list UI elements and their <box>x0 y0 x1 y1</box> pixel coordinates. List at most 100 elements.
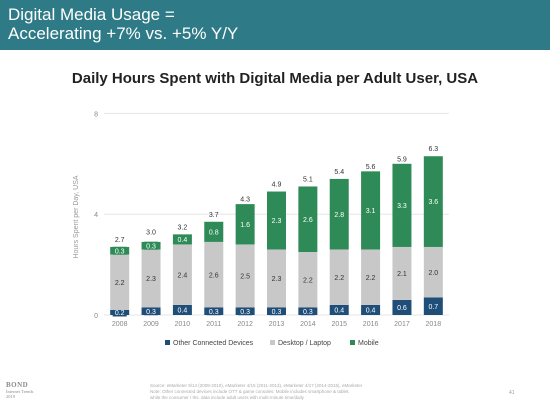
data-label: 0.4 <box>178 308 188 315</box>
bar-segment <box>110 254 130 310</box>
total-label: 3.0 <box>146 229 156 236</box>
data-label: 2.1 <box>397 271 407 278</box>
data-label: 0.6 <box>397 305 407 312</box>
x-tick-label: 2012 <box>237 321 253 328</box>
total-label: 6.3 <box>428 146 438 153</box>
y-tick-label: 8 <box>94 111 98 118</box>
bond-logo: BOND Internet Trends 2019 <box>6 381 66 399</box>
data-label: 0.3 <box>303 309 313 316</box>
legend-label: Mobile <box>358 340 379 347</box>
bar-segment <box>329 249 349 305</box>
legend-swatch <box>350 340 355 345</box>
slide-title-line-1: Digital Media Usage = <box>8 5 175 24</box>
data-label-box <box>238 307 253 316</box>
x-tick-label: 2013 <box>269 321 285 328</box>
data-label: 0.3 <box>146 309 156 316</box>
x-tick-label: 2009 <box>143 321 159 328</box>
stacked-bar-chart: 0 4 8 Hours Spent per Day, USA 0.2 2.2 0.3 2.7 2… <box>73 111 449 347</box>
y-axis-label: Hours Spent per Day, USA <box>73 175 80 258</box>
total-label: 5.1 <box>303 176 313 183</box>
bar-segment <box>298 252 318 308</box>
data-label: 0.2 <box>115 310 125 317</box>
data-label-box <box>269 216 284 225</box>
slide-title-line-2: Accelerating +7% vs. +5% Y/Y <box>8 24 239 43</box>
data-label: 0.3 <box>209 309 219 316</box>
x-tick-label: 2008 <box>112 321 128 328</box>
total-label: 5.6 <box>366 164 376 171</box>
data-label: 1.6 <box>240 222 250 229</box>
logo-line-2: Internet Trends <box>6 389 34 394</box>
data-label-box <box>394 201 409 210</box>
x-tick-label: 2016 <box>363 321 379 328</box>
x-tick-label: 2010 <box>175 321 191 328</box>
data-label-box <box>426 302 441 311</box>
x-tick-label: 2015 <box>331 321 347 328</box>
legend-label: Desktop / Laptop <box>278 340 331 347</box>
x-tick-label: 2011 <box>206 321 221 328</box>
data-label-box <box>269 307 284 316</box>
legend-swatch <box>270 340 275 345</box>
legend-label: Other Connected Devices <box>173 340 254 347</box>
data-label-box <box>112 308 127 317</box>
source-line-3: while the consumer / ths. data include a… <box>150 395 304 400</box>
bar-segment <box>235 244 255 308</box>
data-label: 2.5 <box>240 274 250 281</box>
bar-segment <box>141 249 161 308</box>
data-label: 2.3 <box>272 276 282 283</box>
data-label: 0.4 <box>366 308 376 315</box>
data-label-box <box>175 305 190 314</box>
source-line-1: Source: eMarketer 9/14 (2008-2010), eMar… <box>150 383 363 388</box>
data-label: 2.2 <box>115 280 125 287</box>
total-label: 2.7 <box>115 237 125 244</box>
data-label-box <box>332 305 347 314</box>
data-label-box <box>363 206 378 215</box>
data-label-box <box>426 197 441 206</box>
bar-segment <box>361 249 381 305</box>
data-label: 2.6 <box>303 217 313 224</box>
data-label-box <box>175 235 190 244</box>
data-label-box <box>112 246 127 255</box>
data-label: 2.8 <box>334 212 344 219</box>
total-label: 4.3 <box>240 197 250 204</box>
y-tick-label: 0 <box>94 313 98 320</box>
slide-header: Digital Media Usage = Accelerating +7% v… <box>0 0 550 50</box>
logo-line-1: BOND <box>6 381 29 389</box>
data-label-box <box>332 210 347 219</box>
data-label-box <box>144 307 159 316</box>
total-label: 3.7 <box>209 212 219 219</box>
data-label: 2.0 <box>428 270 438 277</box>
total-label: 4.9 <box>272 182 282 189</box>
x-tick-label: 2014 <box>300 321 316 328</box>
total-label: 5.4 <box>334 169 344 176</box>
data-label: 0.8 <box>209 229 219 236</box>
data-label-box <box>144 241 159 250</box>
data-label-box <box>394 303 409 312</box>
data-label-box <box>206 227 221 236</box>
logo-line-3: 2019 <box>6 394 15 399</box>
x-tick-label: 2017 <box>394 321 410 328</box>
source-line-2: Note: Other connected devices include OT… <box>150 389 350 394</box>
chart-title: Daily Hours Spent with Digital Media per… <box>71 70 479 87</box>
bar-segment <box>423 246 443 298</box>
data-label: 0.3 <box>146 243 156 250</box>
y-tick-label: 4 <box>94 212 98 219</box>
data-label: 2.4 <box>178 272 188 279</box>
data-label: 0.3 <box>272 309 282 316</box>
bar-segment <box>204 241 224 308</box>
data-label: 2.3 <box>146 276 156 283</box>
data-label: 3.6 <box>428 199 438 206</box>
data-label: 2.2 <box>366 275 376 282</box>
x-tick-label: 2018 <box>426 321 442 328</box>
source-note: Source: eMarketer 9/14 (2008-2010), eMar… <box>150 383 500 401</box>
legend-swatch <box>165 340 170 345</box>
data-label: 0.4 <box>334 308 344 315</box>
data-label: 2.6 <box>209 272 219 279</box>
data-label: 2.2 <box>334 275 344 282</box>
data-label: 0.4 <box>178 237 188 244</box>
data-label-box <box>363 305 378 314</box>
data-label-box <box>206 307 221 316</box>
total-label: 5.9 <box>397 156 407 163</box>
data-label: 0.3 <box>240 309 250 316</box>
page-number: 41 <box>509 390 515 396</box>
bar-segment <box>267 249 286 308</box>
